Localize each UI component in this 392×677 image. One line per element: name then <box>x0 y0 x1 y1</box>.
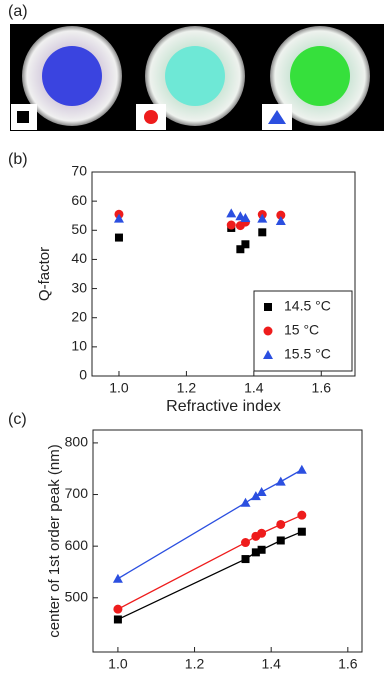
marker <box>114 233 123 242</box>
marker <box>240 497 251 507</box>
x-tick-label: 1.6 <box>338 656 358 672</box>
marker <box>226 208 237 218</box>
y-axis-label: center of 1st order peak (nm) <box>46 444 63 637</box>
marker <box>226 220 236 230</box>
x-tick-label: 1.6 <box>312 380 332 396</box>
marker <box>251 548 260 557</box>
y-tick-label: 70 <box>71 163 87 179</box>
x-tick-label: 1.0 <box>108 656 128 672</box>
plot-frame <box>91 171 356 377</box>
legend-label: 15 °C <box>284 322 319 338</box>
x-tick-label: 1.2 <box>177 380 197 396</box>
y-tick-label: 50 <box>71 221 87 237</box>
marker <box>257 528 267 538</box>
marker <box>276 519 286 529</box>
y-tick-label: 0 <box>79 367 87 383</box>
y-tick-label: 700 <box>65 485 89 501</box>
marker <box>113 213 124 223</box>
legend-label: 14.5 °C <box>284 298 331 314</box>
marker <box>236 245 245 254</box>
marker <box>256 486 267 496</box>
marker <box>257 545 266 554</box>
y-tick-label: 500 <box>65 588 89 604</box>
series-line <box>117 531 303 621</box>
panel-label: (b) <box>8 151 28 168</box>
x-tick-label: 1.2 <box>185 656 205 672</box>
marker <box>263 350 273 359</box>
marker <box>113 615 122 624</box>
y-tick-label: 800 <box>65 434 89 450</box>
y-tick-label: 600 <box>65 537 89 553</box>
marker <box>276 210 286 220</box>
marker <box>275 476 286 486</box>
marker <box>296 464 307 474</box>
y-tick-label: 40 <box>71 250 87 266</box>
marker <box>241 538 251 548</box>
marker <box>257 213 268 223</box>
marker <box>297 510 307 520</box>
y-tick-label: 60 <box>71 192 87 208</box>
photo-panel <box>10 24 384 131</box>
legend-label: 15.5 °C <box>284 346 331 362</box>
marker <box>258 228 267 237</box>
marker <box>276 536 285 545</box>
y-tick-label: 20 <box>71 308 87 324</box>
x-axis-label: Refractive index <box>166 398 281 415</box>
marker <box>240 213 251 223</box>
y-tick-label: 30 <box>71 279 87 295</box>
marker <box>241 240 250 249</box>
marker <box>113 604 123 614</box>
x-tick-label: 1.4 <box>261 656 281 672</box>
marker <box>263 326 273 336</box>
marker <box>112 573 123 583</box>
plot-frame <box>92 429 363 653</box>
series-line <box>117 469 303 580</box>
marker <box>297 527 306 536</box>
y-tick-label: 10 <box>71 338 87 354</box>
panel-label: (a) <box>8 3 28 20</box>
marker <box>264 303 272 311</box>
y-axis-label: Q-factor <box>36 247 53 301</box>
marker <box>241 555 250 564</box>
x-tick-label: 1.4 <box>244 380 264 396</box>
panel-label: (c) <box>8 411 27 428</box>
x-tick-label: 1.0 <box>109 380 129 396</box>
marker <box>275 215 286 225</box>
marker <box>250 491 261 501</box>
